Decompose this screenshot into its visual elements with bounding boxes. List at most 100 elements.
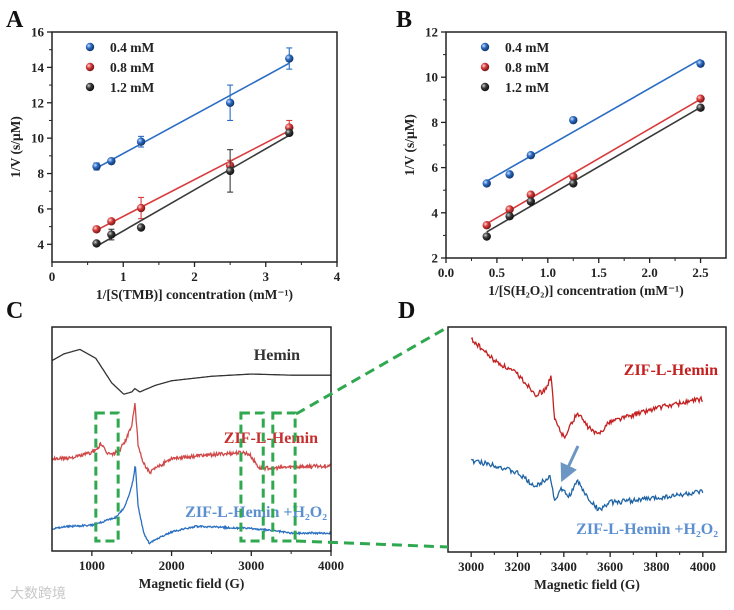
watermark: 大数跨境 xyxy=(10,586,66,602)
x-tick-label: 3 xyxy=(263,269,270,284)
curve-label: ZIF-L-Hemin +H₂O₂ xyxy=(185,504,327,521)
data-point xyxy=(526,197,536,206)
data-point xyxy=(136,223,146,232)
data-point xyxy=(696,103,705,112)
x-tick-label: 0 xyxy=(49,269,56,284)
data-point xyxy=(482,221,491,230)
data-point xyxy=(136,137,146,146)
y-tick-label: 8 xyxy=(38,166,45,181)
x-axis-label: 1/[S(TMB)] concentration (mM⁻¹) xyxy=(96,287,293,302)
data-point xyxy=(225,98,235,107)
x-tick-label: 2000 xyxy=(159,558,185,573)
plot-frame xyxy=(447,326,727,553)
x-axis-label: 1/[S(H₂O₂)] concentration (mM⁻¹) xyxy=(488,283,683,298)
y-axis-label: 1/V (s/μM) xyxy=(402,114,417,176)
y-tick-label: 2 xyxy=(432,251,439,266)
data-point xyxy=(526,190,536,199)
legend-marker xyxy=(85,62,95,72)
y-tick-label: 8 xyxy=(432,115,439,130)
data-point xyxy=(505,211,514,221)
spectrum-line-0 xyxy=(51,348,331,395)
panel-b: 0.0 0.5 1.0 1.5 2.0 2.5 2 4 6 8 10 12 1/[S(H₂O₂)] co… xyxy=(402,25,727,298)
curve-label: ZIF-L-Hemin xyxy=(624,362,718,379)
legend-label: 1.2 mM xyxy=(505,80,549,95)
x-axis-label: Magnetic field (G) xyxy=(534,577,640,592)
data-point xyxy=(482,232,491,241)
data-point xyxy=(92,162,101,171)
panel-letter-b: B xyxy=(396,7,412,33)
legend-marker xyxy=(480,42,490,52)
data-point xyxy=(285,128,294,138)
data-point xyxy=(696,94,705,103)
x-tick-label: 2 xyxy=(191,269,198,284)
fit-line-0 xyxy=(96,62,290,169)
fit-line-2 xyxy=(96,134,290,247)
x-tick-label: 4 xyxy=(334,269,341,284)
curve-label: Hemin xyxy=(254,347,300,364)
legend-marker xyxy=(480,82,490,92)
x-tick-label: 3400 xyxy=(551,559,577,574)
legend-marker xyxy=(85,42,95,52)
fit-line-2 xyxy=(486,106,701,233)
spectrum-line-1 xyxy=(51,403,331,475)
y-tick-label: 6 xyxy=(432,160,439,175)
spectrum-line-1 xyxy=(470,458,704,512)
legend-marker xyxy=(480,62,490,72)
x-tick-label: 3000 xyxy=(238,558,264,573)
x-tick-label: 3600 xyxy=(597,559,623,574)
y-tick-label: 12 xyxy=(31,95,44,110)
spectrum-line-0 xyxy=(470,337,704,440)
fit-line-1 xyxy=(486,98,701,225)
data-point xyxy=(569,179,578,188)
data-point xyxy=(107,156,116,166)
highlight-box xyxy=(271,411,297,543)
plot-frame xyxy=(51,31,338,263)
x-axis-label: Magnetic field (G) xyxy=(139,576,245,591)
zoom-connector-bottom xyxy=(295,539,449,549)
x-tick-label: 1.0 xyxy=(540,265,556,280)
highlight-box xyxy=(94,411,120,543)
panel-c: 1000 2000 3000 4000 Magnetic field (G) Hemin Z… xyxy=(51,326,344,591)
data-point xyxy=(92,225,101,234)
panel-letter-d: D xyxy=(398,298,415,324)
spectrum-line-2 xyxy=(51,465,332,545)
x-tick-label: 4000 xyxy=(690,559,716,574)
x-tick-label: 3800 xyxy=(644,559,670,574)
y-tick-label: 4 xyxy=(432,205,439,220)
x-tick-label: 1 xyxy=(120,269,127,284)
x-tick-label: 0.0 xyxy=(438,265,454,280)
x-tick-label: 1000 xyxy=(79,558,105,573)
legend-label: 0.8 mM xyxy=(505,60,549,75)
x-tick-label: 2.0 xyxy=(642,265,658,280)
data-point xyxy=(136,203,146,213)
data-point xyxy=(526,150,536,160)
y-tick-label: 14 xyxy=(31,60,45,75)
y-tick-label: 10 xyxy=(425,70,438,85)
data-point xyxy=(285,54,294,63)
panel-letter-a: A xyxy=(6,7,24,33)
highlight-box xyxy=(239,411,265,543)
data-point xyxy=(92,239,101,248)
legend-label: 1.2 mM xyxy=(110,80,154,95)
data-point xyxy=(505,205,514,214)
data-point xyxy=(505,170,514,179)
x-tick-label: 4000 xyxy=(318,558,344,573)
panel-letter-c: C xyxy=(6,298,23,324)
x-tick-label: 1.5 xyxy=(591,265,608,280)
fit-line-0 xyxy=(486,58,701,182)
x-tick-label: 3200 xyxy=(505,559,531,574)
fit-line-1 xyxy=(96,129,290,231)
y-axis-label: 1/V (s/μM) xyxy=(8,116,23,178)
legend-marker xyxy=(85,82,95,92)
data-point xyxy=(569,172,578,181)
panel-d: 3000 3200 3400 3600 3800 4000 Magnetic field (… xyxy=(447,326,727,592)
arrow-icon xyxy=(560,445,580,483)
data-point xyxy=(569,115,578,125)
data-point xyxy=(696,59,705,68)
y-tick-label: 12 xyxy=(425,25,438,40)
legend-label: 0.4 mM xyxy=(505,40,549,55)
y-tick-label: 6 xyxy=(38,201,45,216)
data-point xyxy=(482,179,491,188)
